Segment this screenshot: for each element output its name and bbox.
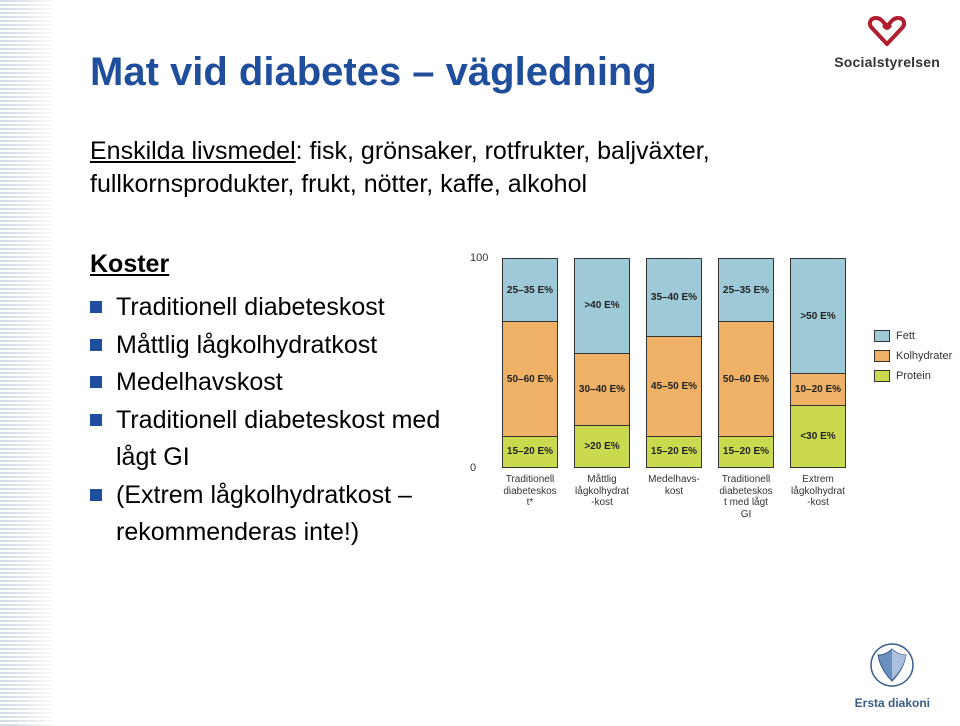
chart-yaxis: 100 0 (470, 258, 496, 468)
chart-xlabel: Måttlig lågkolhydrat-kost (574, 474, 630, 520)
chart-bar: >50 E%10–20 E%<30 E% (790, 258, 846, 468)
yaxis-max: 100 (470, 252, 492, 264)
chart-segment-carb: 50–60 E% (503, 321, 557, 435)
chart-xlabel: Extrem lågkolhydrat-kost (790, 474, 846, 520)
legend-item-protein: Protein (874, 370, 952, 382)
chart-segment-fat: >50 E% (791, 259, 845, 373)
koster-item: (Extrem lågkolhydratkost – rekommenderas… (90, 477, 470, 552)
legend-swatch (874, 330, 890, 342)
legend-swatch (874, 370, 890, 382)
legend-label: Fett (896, 330, 915, 342)
legend-item-fat: Fett (874, 330, 952, 342)
ersta-label: Ersta diakoni (855, 696, 930, 710)
chart-xaxis: Traditionell diabeteskost* Måttlig lågkol… (470, 474, 925, 520)
chart-segment-protein: 15–20 E% (719, 436, 773, 467)
legend-label: Kolhydrater (896, 350, 952, 362)
chart-segment-fat: 35–40 E% (647, 259, 701, 336)
side-pattern (0, 0, 52, 726)
koster-item: Medelhavskost (90, 364, 470, 402)
legend-item-carb: Kolhydrater (874, 350, 952, 362)
chart-segment-fat: 25–35 E% (503, 259, 557, 321)
chart-segment-fat: >40 E% (575, 259, 629, 353)
chart-bar: 25–35 E%50–60 E%15–20 E% (718, 258, 774, 468)
chart-segment-carb: 10–20 E% (791, 373, 845, 404)
ersta-icon (866, 641, 918, 689)
chart-bar: >40 E%30–40 E%>20 E% (574, 258, 630, 468)
legend-label: Protein (896, 370, 931, 382)
page-title: Mat vid diabetes – vägledning (90, 50, 920, 95)
chart-segment-protein: 15–20 E% (647, 436, 701, 467)
chart-bar: 25–35 E%50–60 E%15–20 E% (502, 258, 558, 468)
intro-paragraph: Enskilda livsmedel: fisk, grönsaker, rot… (90, 135, 850, 200)
chart-xlabel: Traditionell diabeteskost* (502, 474, 558, 520)
koster-list: Traditionell diabeteskost Måttlig lågkol… (90, 289, 470, 552)
chart-segment-carb: 30–40 E% (575, 353, 629, 426)
koster-item: Traditionell diabeteskost med lågt GI (90, 402, 470, 477)
chart-segment-protein: 15–20 E% (503, 436, 557, 467)
intro-label: Enskilda livsmedel (90, 137, 296, 165)
chart-segment-protein: >20 E% (575, 425, 629, 467)
chart-xlabel: Medelhavs-kost (646, 474, 702, 520)
socialstyrelsen-icon (864, 12, 910, 52)
chart-bars: 25–35 E%50–60 E%15–20 E%>40 E%30–40 E%>2… (496, 258, 852, 468)
chart-segment-carb: 45–50 E% (647, 336, 701, 436)
legend-swatch (874, 350, 890, 362)
chart-segment-protein: <30 E% (791, 405, 845, 467)
chart-legend: Fett Kolhydrater Protein (874, 330, 952, 382)
yaxis-min: 0 (470, 462, 492, 474)
chart-xlabel: Traditionell diabeteskost med lågt GI (718, 474, 774, 520)
chart-segment-fat: 25–35 E% (719, 259, 773, 321)
koster-item: Måttlig lågkolhydratkost (90, 327, 470, 365)
chart-bar: 35–40 E%45–50 E%15–20 E% (646, 258, 702, 468)
ersta-logo: Ersta diakoni (855, 641, 930, 710)
chart-segment-carb: 50–60 E% (719, 321, 773, 435)
macro-chart: 100 0 25–35 E%50–60 E%15–20 E%>40 E%30–4… (470, 258, 925, 520)
koster-item: Traditionell diabeteskost (90, 289, 470, 327)
